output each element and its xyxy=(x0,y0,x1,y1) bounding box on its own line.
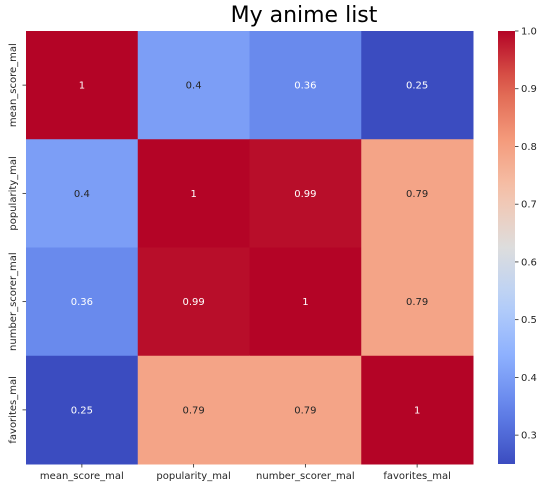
colorbar-tick-label: 1.0 xyxy=(521,27,537,38)
x-tick-label: popularity_mal xyxy=(156,471,230,482)
x-tick-label: number_scorer_mal xyxy=(256,471,355,482)
heatmap-cell-2-3 xyxy=(361,247,474,357)
cell-annotation-1-2: 0.99 xyxy=(294,189,316,200)
cell-annotation-2-0: 0.36 xyxy=(71,297,93,308)
heatmap-cell-0-1 xyxy=(137,31,250,140)
heatmap-cell-3-1 xyxy=(137,355,250,465)
colorbar-tick-label: 0.6 xyxy=(521,257,537,268)
heatmap-cell-2-1 xyxy=(137,247,250,357)
heatmap-cell-1-0 xyxy=(26,139,139,248)
heatmap-cells: 1 0.4 0.36 0.25 0.4 1 0.99 0.79 0.36 0.99 1 0.79 0.2… xyxy=(26,31,474,465)
cell-annotation-3-3: 1 xyxy=(414,405,420,416)
colorbar-tick-label: 0.9 xyxy=(521,84,537,95)
cell-annotation-1-3: 0.79 xyxy=(406,189,428,200)
colorbar-tick-label: 0.3 xyxy=(521,431,537,442)
heatmap-cell-0-3 xyxy=(361,31,474,140)
heatmap-cell-0-0 xyxy=(26,31,139,140)
cell-annotation-0-1: 0.4 xyxy=(186,81,202,92)
heatmap-cell-2-0 xyxy=(26,247,139,357)
colorbar: 0.3 0.4 0.5 0.6 0.7 0.8 0.9 1.0 xyxy=(498,27,537,464)
cell-annotation-0-3: 0.25 xyxy=(406,81,428,92)
cell-annotation-2-2: 1 xyxy=(302,297,308,308)
y-tick-label: mean_score_mal xyxy=(8,43,19,127)
heatmap-cell-1-2 xyxy=(249,139,362,248)
heatmap-cell-1-3 xyxy=(361,139,474,248)
colorbar-gradient xyxy=(498,31,515,464)
cell-annotation-1-1: 1 xyxy=(190,189,196,200)
heatmap-cell-1-1 xyxy=(137,139,250,248)
cell-annotation-2-3: 0.79 xyxy=(406,297,428,308)
colorbar-tick-label: 0.8 xyxy=(521,142,537,153)
y-axis: mean_score_mal popularity_mal number_score… xyxy=(8,43,26,444)
heatmap-cell-3-3 xyxy=(361,355,474,465)
heatmap-cell-3-2 xyxy=(249,355,362,465)
colorbar-tick-label: 0.5 xyxy=(521,315,537,326)
x-tick-label: favorites_mal xyxy=(383,471,451,482)
x-axis: mean_score_mal popularity_mal number_score… xyxy=(40,464,451,482)
cell-annotation-2-1: 0.99 xyxy=(182,297,204,308)
y-tick-label: favorites_mal xyxy=(8,376,19,444)
x-tick-label: mean_score_mal xyxy=(40,471,124,482)
colorbar-tick-label: 0.7 xyxy=(521,200,537,211)
heatmap-cell-3-0 xyxy=(26,355,139,465)
y-tick-label: popularity_mal xyxy=(8,156,19,230)
chart-title: My anime list xyxy=(231,3,378,28)
cell-annotation-0-2: 0.36 xyxy=(294,81,316,92)
heatmap-cell-0-2 xyxy=(249,31,362,140)
heatmap-cell-2-2 xyxy=(249,247,362,357)
cell-annotation-3-1: 0.79 xyxy=(182,405,204,416)
colorbar-tick-label: 0.4 xyxy=(521,373,537,384)
y-tick-label: number_scorer_mal xyxy=(8,252,19,351)
cell-annotation-3-2: 0.79 xyxy=(294,405,316,416)
cell-annotation-3-0: 0.25 xyxy=(71,405,93,416)
cell-annotation-0-0: 1 xyxy=(79,81,85,92)
cell-annotation-1-0: 0.4 xyxy=(74,189,90,200)
